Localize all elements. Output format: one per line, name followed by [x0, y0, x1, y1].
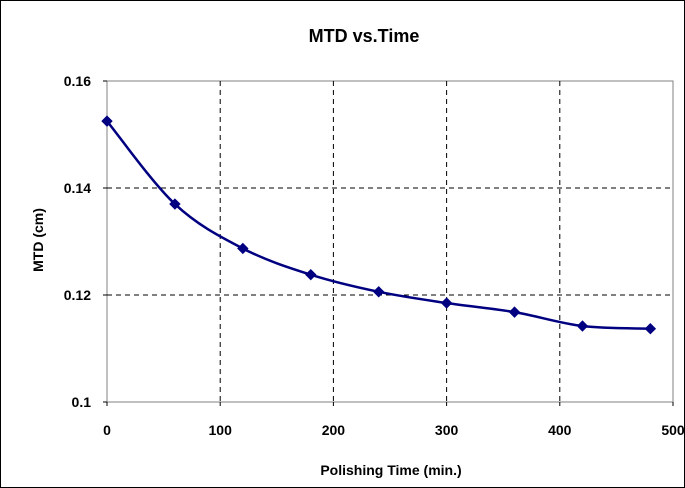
data-point-marker — [237, 242, 249, 255]
data-point-marker — [644, 322, 657, 335]
chart-title: MTD vs.Time — [309, 26, 420, 46]
data-point-marker — [169, 198, 181, 210]
x-axis-label: Polishing Time (min.) — [320, 462, 461, 478]
x-tick-label: 0 — [103, 422, 111, 438]
y-tick-label: 0.14 — [64, 180, 91, 196]
data-point-marker — [508, 306, 521, 318]
x-tick-label: 200 — [322, 422, 346, 438]
data-point-marker — [440, 297, 453, 309]
x-tick-label: 100 — [209, 422, 233, 438]
plot-area — [106, 80, 674, 403]
data-point-marker — [372, 286, 385, 298]
x-tick-label: 300 — [435, 422, 459, 438]
y-tick-label: 0.12 — [64, 287, 91, 303]
y-tick-label: 0.1 — [72, 394, 92, 410]
x-axis-ticks: 0 100 200 300 400 500 — [103, 402, 685, 438]
data-point-marker — [305, 268, 317, 281]
x-tick-label: 400 — [548, 422, 572, 438]
series-markers — [101, 115, 657, 335]
y-tick-label: 0.16 — [64, 73, 91, 89]
x-tick-label: 500 — [661, 422, 685, 438]
y-axis-ticks: 0.1 0.12 0.14 0.16 — [64, 73, 107, 410]
y-axis-label: MTD (cm) — [30, 208, 46, 272]
data-point-marker — [101, 115, 113, 127]
data-point-marker — [576, 320, 589, 332]
